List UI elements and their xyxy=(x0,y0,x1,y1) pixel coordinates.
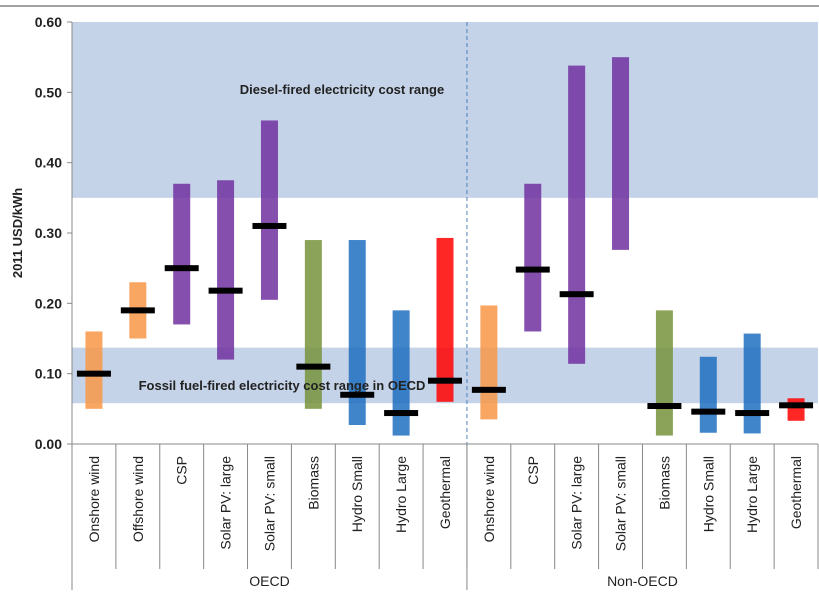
y-tick-label: 0.60 xyxy=(35,14,62,30)
range-bar xyxy=(524,183,542,332)
range-bar xyxy=(217,180,235,360)
category-label: Onshore wind xyxy=(86,456,102,542)
range-bar xyxy=(568,65,586,364)
average-marker xyxy=(120,307,155,314)
range-bar xyxy=(743,333,761,434)
average-marker xyxy=(559,291,594,298)
reference-band xyxy=(72,22,818,198)
average-marker xyxy=(76,370,111,377)
category-label: Biomass xyxy=(305,456,321,510)
average-marker xyxy=(779,402,814,409)
average-marker xyxy=(296,363,331,370)
category-label: CSP xyxy=(525,456,541,485)
average-marker xyxy=(428,377,462,384)
category-label: Hydro Small xyxy=(349,456,365,532)
category-label: Hydro Small xyxy=(700,456,716,532)
average-marker xyxy=(471,386,506,393)
category-label: Solar PV: large xyxy=(218,456,234,550)
average-marker xyxy=(647,403,682,410)
y-axis-label: 2011 USD/kWh xyxy=(10,188,25,278)
average-marker xyxy=(252,222,287,229)
category-label: Solar PV: large xyxy=(569,456,585,550)
range-bar xyxy=(699,356,717,433)
y-tick-label: 0.30 xyxy=(35,225,62,241)
category-label: Solar PV: small xyxy=(261,456,277,551)
range-bar xyxy=(612,57,630,250)
y-tick-label: 0.00 xyxy=(35,436,62,452)
category-label: Offshore wind xyxy=(130,456,146,542)
average-marker xyxy=(208,287,243,294)
range-bar xyxy=(436,237,454,402)
category-label: Geothermal xyxy=(788,456,804,529)
category-label: Hydro Large xyxy=(744,456,760,533)
category-label: Hydro Large xyxy=(393,456,409,533)
y-tick-label: 0.50 xyxy=(35,84,62,100)
average-marker xyxy=(735,410,770,417)
y-tick-label: 0.20 xyxy=(35,295,62,311)
band-label-fossil: Fossil fuel-fired electricity cost range… xyxy=(139,378,426,393)
y-tick-label: 0.40 xyxy=(35,155,62,171)
range-bar xyxy=(173,183,191,325)
range-bar xyxy=(348,240,366,426)
category-label: Geothermal xyxy=(437,456,453,529)
average-marker xyxy=(515,266,550,273)
category-label: Biomass xyxy=(656,456,672,510)
range-bar xyxy=(260,120,278,300)
average-marker xyxy=(691,408,726,415)
average-marker xyxy=(384,410,419,417)
group-label: OECD xyxy=(249,573,289,589)
range-bar xyxy=(787,398,805,421)
range-bar xyxy=(480,305,498,420)
range-bar xyxy=(655,310,673,436)
category-label: CSP xyxy=(174,456,190,485)
y-tick-label: 0.10 xyxy=(35,366,62,382)
range-bar xyxy=(392,310,410,436)
group-label: Non-OECD xyxy=(607,573,678,589)
average-marker xyxy=(340,391,375,398)
category-label: Solar PV: small xyxy=(613,456,629,551)
category-label: Onshore wind xyxy=(481,456,497,542)
band-label-diesel: Diesel-fired electricity cost range xyxy=(240,82,444,97)
average-marker xyxy=(164,265,199,272)
range-bar xyxy=(85,331,103,409)
